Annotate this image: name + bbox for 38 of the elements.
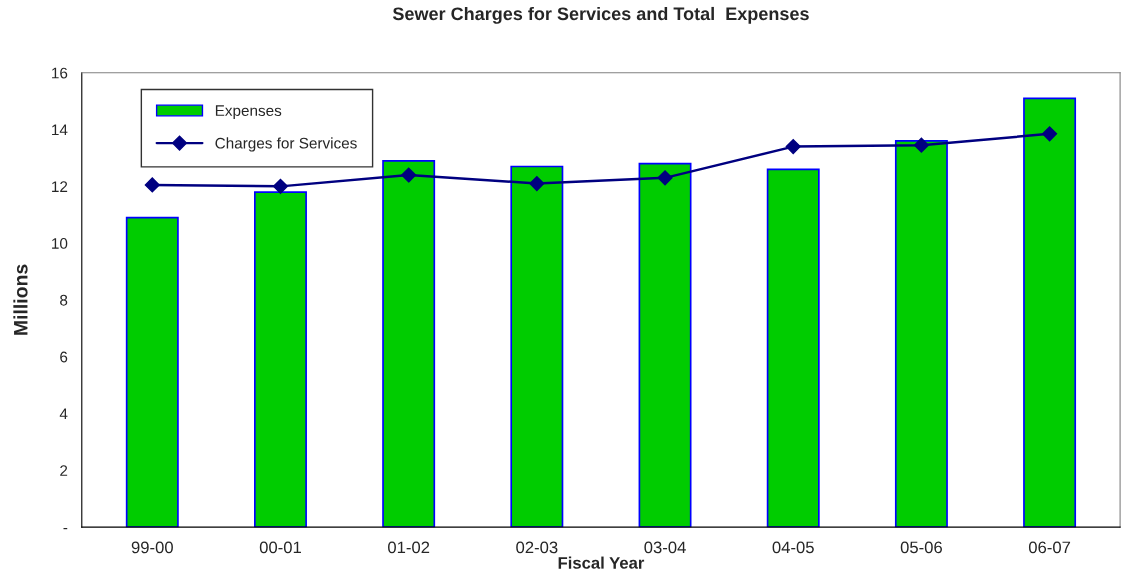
y-tick-label: - xyxy=(63,528,68,530)
x-axis-title: Fiscal Year xyxy=(558,556,645,569)
x-tick-label: 06-07 xyxy=(1028,541,1071,554)
bar xyxy=(1023,97,1077,528)
chart-title: Sewer Charges for Services and Total Expenses xyxy=(392,6,809,24)
y-tick-label: 4 xyxy=(59,408,68,420)
point xyxy=(657,170,673,186)
point xyxy=(529,175,545,192)
y-tick-label: 12 xyxy=(52,181,68,192)
x-tick-label: 03-04 xyxy=(644,541,686,554)
x-tick-label: 05-06 xyxy=(900,541,942,554)
bar xyxy=(510,165,564,528)
bar xyxy=(254,191,307,528)
y-axis-title: Millions xyxy=(13,264,28,335)
x-tick-label: 01-02 xyxy=(388,541,430,554)
bar xyxy=(766,168,820,528)
y-tick-label: 6 xyxy=(60,351,68,363)
y-tick-label: 2 xyxy=(60,465,68,476)
legend-label: Expenses xyxy=(215,105,282,120)
bar xyxy=(382,159,436,528)
point xyxy=(144,177,160,193)
x-tick-label: 02-03 xyxy=(516,541,558,554)
x-tick-label: 04-05 xyxy=(772,541,814,554)
legend-label: Charges for Services xyxy=(215,137,357,152)
point xyxy=(913,137,929,153)
point xyxy=(272,178,289,194)
y-tick-label: 14 xyxy=(52,124,68,136)
point xyxy=(785,139,801,155)
x-tick-label: 00-01 xyxy=(259,541,301,554)
bar xyxy=(125,216,179,528)
x-tick-label: 99-00 xyxy=(131,541,173,554)
bar xyxy=(894,140,948,528)
y-tick-label: 8 xyxy=(60,294,68,306)
point xyxy=(401,167,417,183)
y-tick-label: 16 xyxy=(52,67,68,79)
y-tick-label: 10 xyxy=(52,238,68,249)
bar xyxy=(638,162,692,528)
point xyxy=(1042,126,1058,142)
